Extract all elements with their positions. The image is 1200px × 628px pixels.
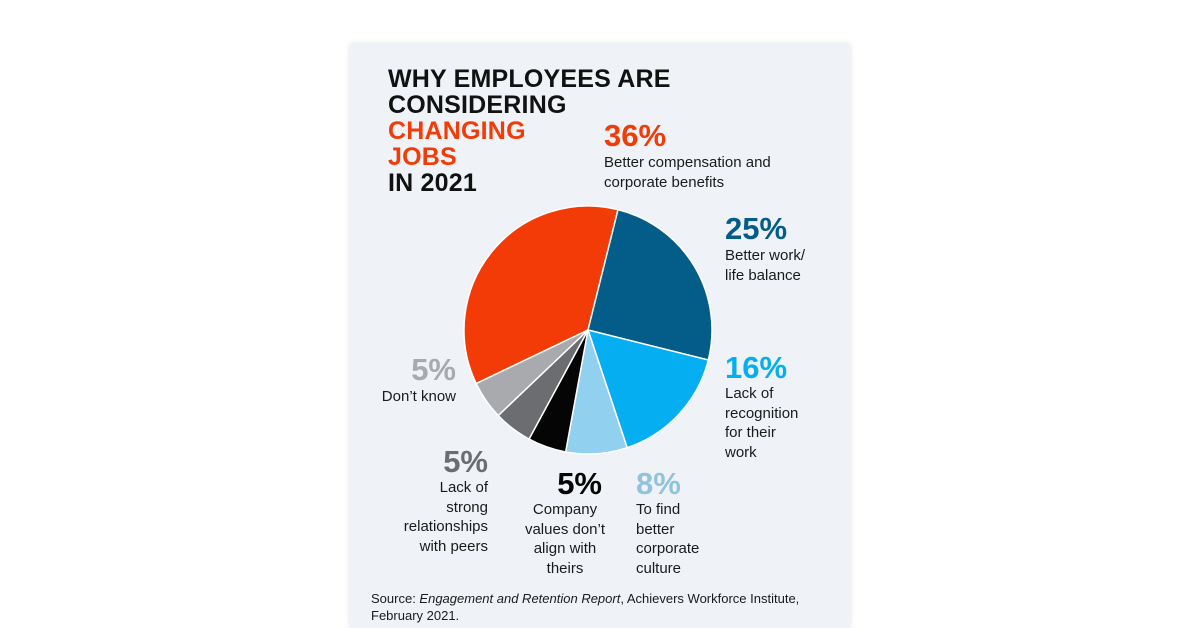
source-suffix: , Achievers Workforce Institute, (620, 591, 800, 606)
desc-culture-3: corporate (636, 540, 700, 557)
pct-recognition: 16% (725, 350, 788, 385)
source-date: February 2021. (371, 608, 460, 623)
title-line-2: CONSIDERING (388, 91, 567, 119)
desc-relationships-4: with peers (419, 537, 488, 555)
desc-values-2: values don’t (524, 520, 606, 538)
label-values: 5% Company values don’t align with their… (510, 468, 620, 578)
pct-dont-know: 5% (411, 352, 456, 387)
pct-compensation: 36% (604, 118, 667, 153)
desc-recognition-1: Lack of (725, 385, 774, 402)
pct-relationships: 5% (443, 444, 488, 479)
chart-title: WHY EMPLOYEES ARE CONSIDERING CHANGING J… (388, 66, 671, 196)
desc-compensation-1: Better compensation and (604, 154, 771, 171)
title-line-4: JOBS (388, 143, 457, 171)
pct-work-life: 25% (725, 211, 788, 246)
desc-recognition-3: for their (725, 424, 776, 441)
source-prefix: Source: (371, 591, 420, 606)
source-report: Engagement and Retention Report (419, 591, 621, 606)
pct-culture: 8% (636, 466, 681, 501)
source-note: Source: Engagement and Retention Report,… (371, 590, 831, 624)
desc-relationships-3: relationships (403, 518, 488, 535)
desc-values-4: theirs (546, 559, 584, 577)
desc-values-3: align with (533, 540, 597, 557)
pie-slice-compensation (463, 205, 619, 385)
desc-work-life-1: Better work/ (725, 247, 806, 264)
title-line-5: IN 2021 (388, 169, 477, 197)
desc-culture-1: To find (636, 501, 681, 518)
title-line-3: CHANGING (388, 117, 526, 145)
label-dont-know: 5% Don’t know (360, 354, 456, 407)
label-work-life: 25% Better work/ life balance (725, 213, 805, 285)
label-relationships: 5% Lack of strong relationships with pee… (370, 446, 488, 556)
desc-recognition-4: work (725, 443, 757, 461)
desc-recognition-2: recognition (725, 404, 799, 422)
desc-values-1: Company (532, 501, 598, 518)
desc-compensation-2: corporate benefits (604, 173, 725, 191)
desc-culture-2: better (636, 520, 675, 538)
pie-slice-work-life (587, 208, 713, 361)
desc-dont-know-1: Don’t know (381, 388, 456, 405)
desc-relationships-1: Lack of (439, 479, 488, 496)
pie-slice-dont-know (475, 329, 589, 417)
label-culture: 8% To find better corporate culture (636, 468, 699, 578)
desc-work-life-2: life balance (725, 266, 801, 284)
label-compensation: 36% Better compensation and corporate be… (604, 120, 771, 192)
label-recognition: 16% Lack of recognition for their work (725, 352, 798, 462)
desc-relationships-2: strong (446, 498, 488, 516)
title-line-1: WHY EMPLOYEES ARE (388, 65, 671, 93)
desc-culture-4: culture (636, 559, 682, 577)
pct-values: 5% (557, 466, 602, 501)
